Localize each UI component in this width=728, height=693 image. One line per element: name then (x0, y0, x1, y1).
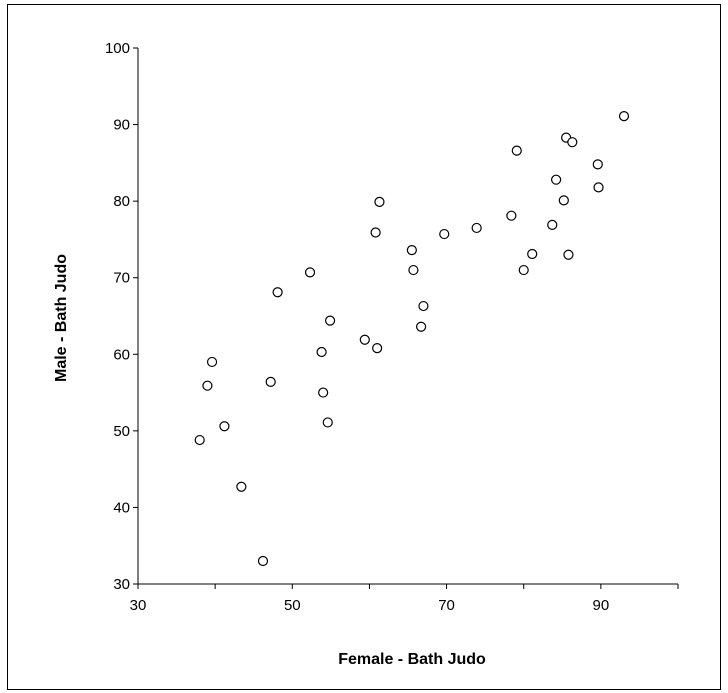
data-point (618, 111, 630, 122)
data-point (567, 137, 578, 148)
data-point (406, 245, 417, 256)
data-point (304, 267, 316, 278)
y-tick-label: 60 (113, 346, 130, 363)
data-point (322, 417, 333, 428)
data-point (563, 249, 574, 260)
y-tick-label: 80 (113, 193, 130, 210)
chart-frame (7, 4, 721, 690)
data-point (471, 222, 482, 234)
axes: 30 50 70 90 30 40 50 60 70 80 90 100 (105, 40, 679, 614)
data-point (372, 343, 383, 354)
data-point (511, 145, 522, 156)
data-point (593, 182, 604, 193)
y-tick-label: 90 (113, 117, 130, 134)
data-point (219, 421, 230, 432)
x-axis-title: Female - Bath Judo (338, 651, 486, 668)
x-tick-label: 90 (593, 597, 610, 614)
y-tick-label: 50 (113, 423, 130, 440)
points-layer (194, 111, 630, 567)
data-point (265, 376, 276, 387)
data-point (316, 346, 327, 358)
data-point (416, 321, 427, 332)
data-point (418, 300, 429, 312)
data-point (202, 380, 213, 391)
x-tick-label: 30 (130, 597, 147, 614)
x-tick-label: 50 (284, 597, 301, 614)
data-point (527, 248, 538, 260)
data-point (194, 434, 205, 446)
y-tick-label: 40 (113, 499, 130, 516)
data-point (408, 264, 419, 276)
data-point (370, 227, 381, 238)
data-point (506, 210, 517, 221)
data-point (374, 196, 385, 208)
data-point (257, 555, 269, 567)
data-point (318, 387, 329, 398)
x-tick-label: 70 (438, 597, 455, 614)
data-point (518, 264, 529, 276)
y-axis-title: Male - Bath Judo (53, 254, 70, 382)
data-point (272, 287, 283, 298)
y-tick-label: 70 (113, 270, 130, 287)
data-point (439, 228, 450, 240)
y-tick-label: 100 (105, 40, 130, 57)
data-point (236, 481, 247, 492)
data-point (592, 159, 603, 170)
data-point (206, 356, 218, 368)
y-tick-label: 30 (113, 576, 130, 593)
data-point (547, 219, 558, 230)
data-point (558, 195, 569, 206)
data-point (551, 174, 562, 185)
data-point (359, 334, 370, 345)
data-point (324, 315, 336, 326)
